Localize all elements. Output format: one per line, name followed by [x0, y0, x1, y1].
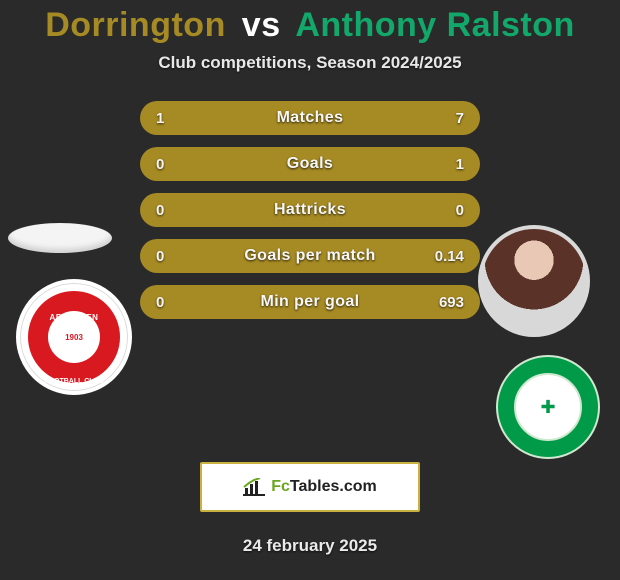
stat-bar-goals-per-match: 0 Goals per match 0.14 [140, 239, 480, 273]
site-suffix: Tables.com [290, 478, 377, 495]
stat-left: 0 [156, 156, 164, 173]
stat-right: 693 [439, 294, 464, 311]
stat-label: Goals per match [140, 247, 480, 265]
stat-bar-min-per-goal: 0 Min per goal 693 [140, 285, 480, 319]
title-vs: vs [242, 6, 281, 44]
page-title: Dorrington vs Anthony Ralston [0, 0, 620, 45]
stat-label: Hattricks [140, 201, 480, 219]
stat-bar-matches: 1 Matches 7 [140, 101, 480, 135]
comparison-card: Dorrington vs Anthony Ralston Club compe… [0, 0, 620, 580]
stat-label: Goals [140, 155, 480, 173]
content-area: 1903 1 Matches 7 0 Goals 1 0 Hattricks 0… [0, 101, 620, 441]
site-name: FcTables.com [271, 478, 377, 496]
stat-left: 0 [156, 294, 164, 311]
site-prefix: Fc [271, 478, 290, 495]
stat-right: 0.14 [435, 248, 464, 265]
stat-left: 0 [156, 248, 164, 265]
title-player1: Dorrington [45, 6, 226, 44]
chart-icon [243, 478, 265, 496]
stat-label: Min per goal [140, 293, 480, 311]
title-player2: Anthony Ralston [295, 6, 574, 44]
player2-avatar [478, 225, 590, 337]
stat-label: Matches [140, 109, 480, 127]
site-badge[interactable]: FcTables.com [200, 462, 420, 512]
club-crest-celtic [496, 355, 600, 459]
stat-right: 0 [456, 202, 464, 219]
crest-year: 1903 [48, 311, 100, 363]
club-crest-aberdeen: 1903 [16, 279, 132, 395]
stat-bar-hattricks: 0 Hattricks 0 [140, 193, 480, 227]
stat-bar-goals: 0 Goals 1 [140, 147, 480, 181]
stat-left: 1 [156, 110, 164, 127]
stat-right: 7 [456, 110, 464, 127]
player1-avatar-placeholder [8, 223, 112, 253]
stat-bars: 1 Matches 7 0 Goals 1 0 Hattricks 0 0 Go… [140, 101, 480, 331]
subtitle: Club competitions, Season 2024/2025 [0, 53, 620, 73]
stat-right: 1 [456, 156, 464, 173]
stat-left: 0 [156, 202, 164, 219]
date-label: 24 february 2025 [0, 536, 620, 556]
